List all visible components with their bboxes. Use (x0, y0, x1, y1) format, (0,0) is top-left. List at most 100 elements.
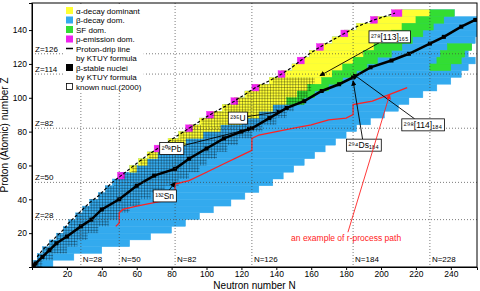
y-tick-mark (29, 30, 32, 31)
annotation: ²⁹⁸[114]₁₈₄ (353, 74, 444, 131)
legend-symbol (66, 26, 73, 33)
legend-label: SF dom. (76, 26, 106, 35)
stable-marker (369, 65, 373, 69)
y-axis-title: Proton (Atomic) number Z (0, 77, 10, 192)
magic-lines (32, 3, 477, 267)
n-line (251, 3, 252, 267)
x-axis: 20406080100120140160180200220240 (33, 267, 478, 279)
region-row (83, 206, 214, 213)
n-line-label: N=228 (432, 255, 456, 264)
legend-symbol (66, 7, 73, 14)
series-group (130, 10, 430, 172)
annotation-arrow (353, 74, 415, 119)
annotation-box (228, 112, 247, 124)
x-tick-label: 60 (132, 269, 142, 279)
legend-item: Proton-drip lineby KTUY formula (66, 45, 137, 64)
annotation-box (160, 143, 184, 155)
y-tick-mark (29, 165, 32, 166)
region-row (222, 105, 398, 112)
region-row (309, 50, 468, 57)
annotations: ²⁷⁸[113]₁₆₅²⁹⁸[114]₁₈₄²⁹⁴Ds₁₈₄²⁰⁸Pb²³⁵U¹… (153, 31, 444, 243)
region-row (37, 253, 74, 260)
annotation-text: ¹³²Sn (155, 191, 174, 201)
stable-marker (79, 224, 83, 228)
y-tick-mark (29, 64, 32, 65)
y-tick-label: 120 (13, 59, 27, 69)
region-row (447, 44, 471, 51)
x-tick-label: 160 (305, 269, 319, 279)
known-nuclei-row (273, 77, 315, 84)
annotation-arrow (353, 81, 362, 139)
series-line (116, 88, 407, 227)
y-tick-mark (29, 132, 32, 133)
n-line (353, 3, 354, 267)
stable-marker (54, 241, 58, 245)
plot-background (32, 3, 477, 267)
stable-marker (389, 59, 393, 63)
legend: α-decay dominantβ-decay dom.SF dom.p-emi… (64, 6, 144, 93)
stable-marker (33, 262, 37, 266)
legend-background (64, 6, 144, 93)
annotation: ¹³²Sn (153, 182, 176, 202)
series-group (34, 10, 477, 267)
y-tick-label: 100 (13, 93, 27, 103)
region-row (416, 17, 444, 24)
plot-marks (32, 3, 477, 267)
known-nuclei-row (140, 159, 206, 166)
stable-marker (205, 147, 209, 151)
y-tick-label: 140 (13, 25, 27, 35)
n-line-label: N=50 (121, 255, 141, 264)
region-row (269, 77, 450, 84)
x-tick-label: 180 (340, 269, 354, 279)
y-tick: 40 (18, 195, 32, 205)
series-group (118, 10, 402, 179)
annotation-box (369, 31, 411, 43)
legend-symbol (67, 84, 73, 90)
legend-label: β-stable nucleiby KTUY formula (76, 64, 137, 83)
legend-item: known nucl.(2000) (67, 83, 142, 92)
stable-marker (222, 136, 226, 140)
stable-marker (152, 174, 156, 178)
annotation-text: an example of r-process path (291, 233, 401, 243)
annotation-text: ²⁷⁸[113]₁₆₅ (371, 32, 409, 42)
legend-item: α-decay dominant (66, 7, 141, 16)
x-tick-label: 80 (167, 269, 177, 279)
region-row (353, 57, 377, 64)
legend-symbol (66, 64, 73, 71)
region-row (255, 84, 436, 91)
n-line-label: N=28 (83, 255, 103, 264)
x-tick-label: 140 (270, 269, 284, 279)
region-row (374, 44, 402, 51)
legend-label: known nucl.(2000) (76, 83, 142, 92)
region-row (316, 44, 323, 51)
annotation-arrow (320, 43, 379, 76)
known-nuclei-row (123, 172, 189, 179)
stable-marker (47, 248, 51, 252)
n-line-label: N=82 (177, 255, 197, 264)
y-tick-label: 60 (18, 161, 28, 171)
legend-symbol (66, 17, 73, 24)
stable-marker (302, 99, 306, 103)
stable-marker (135, 184, 139, 188)
annotation-arrow (348, 94, 390, 232)
x-tick: 180 (340, 267, 354, 279)
region-row (234, 98, 409, 105)
known-nuclei-row (236, 98, 304, 105)
x-tick-label: 240 (444, 269, 458, 279)
y-axis-line (29, 4, 33, 268)
annotation: an example of r-process path (291, 94, 401, 243)
y-tick: 80 (18, 127, 32, 137)
stable-marker (187, 157, 191, 161)
x-tick: 80 (167, 267, 177, 279)
series-group (32, 18, 477, 267)
x-tick: 40 (98, 267, 108, 279)
annotation-text: ²⁰⁸Pb (162, 144, 182, 154)
region-row (357, 23, 402, 30)
legend-label: α-decay dominant (76, 7, 141, 16)
chart-svg: 2040608010012014016018020022024020406080… (0, 0, 480, 291)
stable-marker (337, 82, 341, 86)
y-tick: 140 (13, 25, 32, 35)
region-row (130, 165, 294, 172)
stable-marker (267, 116, 271, 120)
legend-label: β-decay dom. (76, 16, 125, 25)
